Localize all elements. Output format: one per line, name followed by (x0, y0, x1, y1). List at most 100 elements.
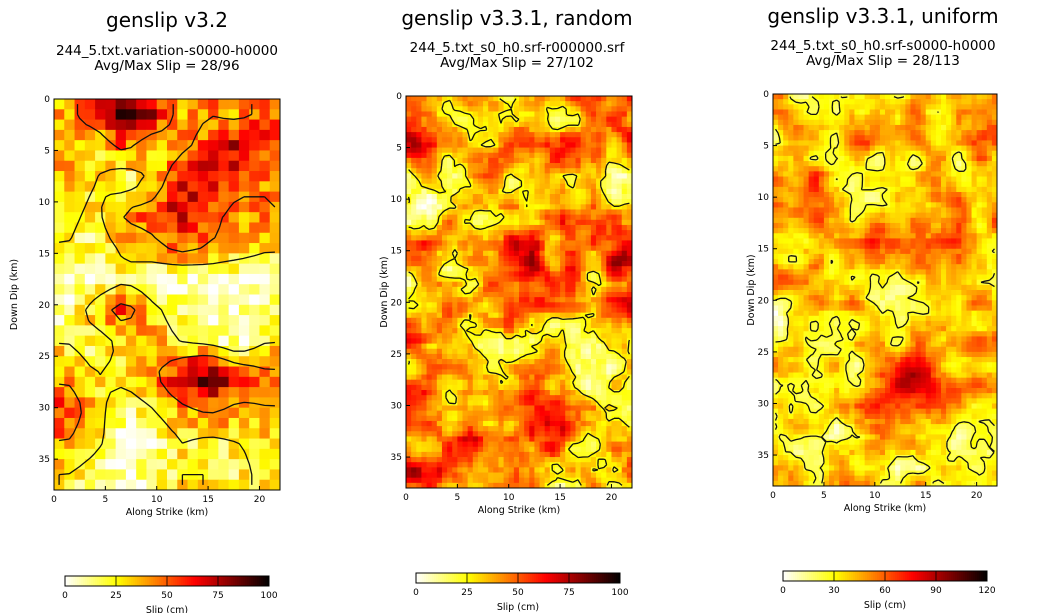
heatmap-cell (493, 328, 499, 334)
heatmap-cell (208, 201, 219, 213)
heatmap-cell (606, 96, 612, 102)
colorbar-segment (510, 573, 513, 583)
heatmap-cell (554, 188, 561, 195)
colorbar-segment (448, 573, 451, 583)
heatmap-cell (441, 338, 448, 344)
heatmap-cell (406, 374, 412, 381)
heatmap-cell (416, 132, 422, 138)
heatmap-cell (549, 261, 556, 267)
heatmap-cell (167, 253, 178, 265)
heatmap-cell (54, 407, 65, 419)
heatmap-cell (452, 292, 458, 298)
heatmap-cell (115, 263, 127, 275)
heatmap-cell (544, 415, 551, 422)
heatmap-cell (421, 359, 427, 365)
heatmap-cell (483, 163, 489, 169)
heatmap-cell (529, 297, 535, 303)
heatmap-cell (524, 168, 530, 174)
heatmap-cell (560, 415, 566, 422)
heatmap-cell (854, 135, 860, 141)
heatmap-cell (585, 436, 592, 442)
heatmap-cell (218, 294, 230, 306)
heatmap-cell (197, 407, 209, 419)
heatmap-cell (585, 446, 592, 453)
heatmap-cell (773, 104, 779, 110)
heatmap-cell (549, 436, 556, 442)
heatmap-cell (601, 353, 607, 360)
heatmap-cell (493, 126, 499, 133)
heatmap-cell (596, 328, 602, 334)
heatmap-cell (601, 333, 607, 339)
heatmap-cell (431, 168, 438, 174)
heatmap-cell (447, 441, 453, 448)
heatmap-cell (534, 204, 540, 210)
heatmap-cell (503, 240, 510, 246)
heatmap-cell (406, 322, 412, 329)
heatmap-cell (508, 137, 515, 143)
heatmap-cell (549, 132, 556, 138)
heatmap-cell (187, 417, 199, 429)
heatmap-cell (570, 147, 576, 154)
y-axis-label: Down Dip (km) (9, 259, 20, 330)
heatmap-cell (981, 145, 988, 152)
heatmap-cell (549, 472, 556, 479)
heatmap-cell (606, 152, 612, 159)
heatmap-cell (452, 431, 458, 437)
heatmap-cell (447, 101, 453, 107)
heatmap-cell (549, 286, 556, 293)
heatmap-cell (585, 348, 592, 355)
heatmap-cell (441, 364, 448, 370)
heatmap-cell (508, 168, 515, 174)
heatmap-cell (421, 322, 427, 329)
heatmap-cell (560, 292, 566, 298)
heatmap-cell (436, 482, 443, 489)
heatmap-cell (125, 243, 137, 254)
heatmap-cell (508, 152, 515, 159)
heatmap-cell (874, 145, 881, 152)
heatmap-cell (447, 395, 453, 401)
heatmap-cell (524, 276, 530, 283)
heatmap-cell (441, 194, 448, 200)
heatmap-cell (249, 469, 260, 481)
heatmap-cell (269, 397, 281, 409)
heatmap-cell (813, 114, 820, 121)
heatmap-cell (95, 109, 106, 120)
heatmap-cell (580, 446, 587, 453)
heatmap-cell (508, 235, 515, 241)
heatmap-cell (539, 157, 546, 164)
heatmap-cell (626, 157, 633, 164)
heatmap-cell (421, 209, 427, 216)
heatmap-cell (601, 194, 607, 200)
heatmap-cell (483, 446, 489, 453)
colorbar-segment (576, 573, 579, 583)
heatmap-cell (259, 150, 271, 162)
heatmap-cell (529, 209, 535, 216)
heatmap-cell (508, 441, 515, 448)
heatmap-cell (565, 266, 571, 272)
heatmap-cell (426, 317, 433, 324)
heatmap-cell (626, 307, 633, 314)
heatmap-cell (146, 356, 158, 367)
heatmap-cell (596, 276, 602, 283)
heatmap-cell (513, 333, 520, 339)
heatmap-cell (601, 219, 607, 226)
heatmap-cell (462, 343, 469, 350)
heatmap-cell (519, 420, 525, 427)
heatmap-cell (503, 431, 510, 437)
heatmap-cell (946, 109, 952, 116)
heatmap-cell (508, 126, 515, 133)
heatmap-cell (269, 119, 281, 131)
heatmap-cell (981, 104, 988, 110)
heatmap-cell (436, 101, 443, 107)
heatmap-cell (580, 472, 587, 479)
heatmap-cell (488, 477, 494, 484)
heatmap-cell (570, 204, 576, 210)
heatmap-cell (503, 219, 510, 226)
heatmap-cell (115, 171, 127, 182)
heatmap-cell (208, 428, 219, 439)
heatmap-cell (575, 235, 582, 241)
colorbar-segment (77, 576, 80, 586)
heatmap-cell (986, 94, 993, 100)
heatmap-cell (208, 345, 219, 357)
colorbar-segment (125, 576, 128, 586)
